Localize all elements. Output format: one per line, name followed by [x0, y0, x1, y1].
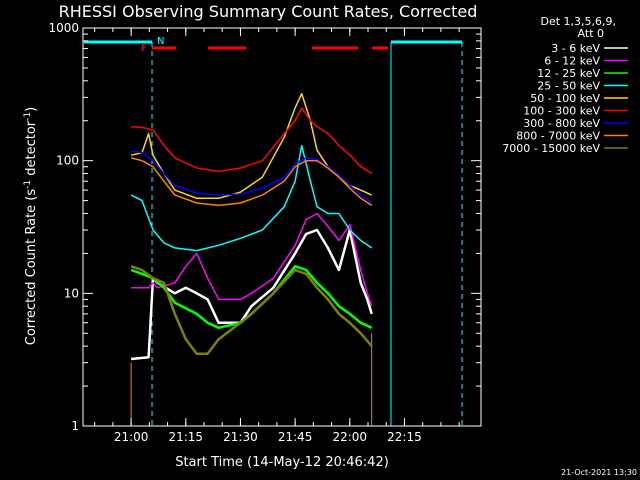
y-tick-label: 10 [64, 286, 79, 300]
y-tick-label: 1 [71, 419, 79, 433]
series-line-2 [130, 265, 373, 330]
flag-label-n: N [157, 36, 164, 47]
legend-label-2: 12 - 25 keV [537, 67, 600, 80]
x-axis-label: Start Time (14-May-12 20:46:42) [175, 455, 389, 470]
x-tick-label: 21:00 [114, 430, 149, 444]
y-axis-label: Corrected Count Rate (s-1 detector-1) [23, 107, 39, 345]
x-tick-label: 21:30 [223, 430, 258, 444]
legend-label-6: 300 - 800 keV [523, 117, 600, 130]
legend-header-line1: Det 1,3,5,6,9, [540, 15, 616, 28]
y-tick-label: 1000 [48, 21, 79, 35]
series-line-6 [130, 150, 373, 204]
chart-title: RHESSI Observing Summary Count Rates, Co… [59, 2, 478, 21]
x-tick-label: 22:15 [387, 430, 422, 444]
plot-frame [82, 27, 482, 427]
footer-date: 21-Oct-2021 13:30 [561, 468, 637, 477]
legend-header-line2: Att 0 [578, 27, 604, 40]
x-tick-label: 21:45 [278, 430, 313, 444]
legend-label-8: 7000 - 15000 keV [502, 142, 600, 155]
x-tick-label: 22:00 [332, 430, 367, 444]
legend-label-0: 3 - 6 keV [551, 42, 600, 55]
series-line-3 [130, 144, 373, 252]
series-line-5 [131, 107, 373, 175]
legend-label-3: 25 - 50 keV [537, 80, 600, 93]
y-tick-label: 100 [56, 154, 79, 168]
legend-label-5: 100 - 300 keV [523, 105, 600, 118]
series-line-7 [130, 157, 373, 207]
legend-label-1: 6 - 12 keV [544, 55, 600, 68]
legend-label-4: 50 - 100 keV [530, 92, 600, 105]
series-line-4 [130, 92, 373, 200]
flag-label-f: F [141, 43, 147, 54]
x-tick-label: 21:15 [168, 430, 203, 444]
series-line-8 [130, 265, 373, 356]
legend-label-7: 800 - 7000 keV [516, 130, 600, 143]
